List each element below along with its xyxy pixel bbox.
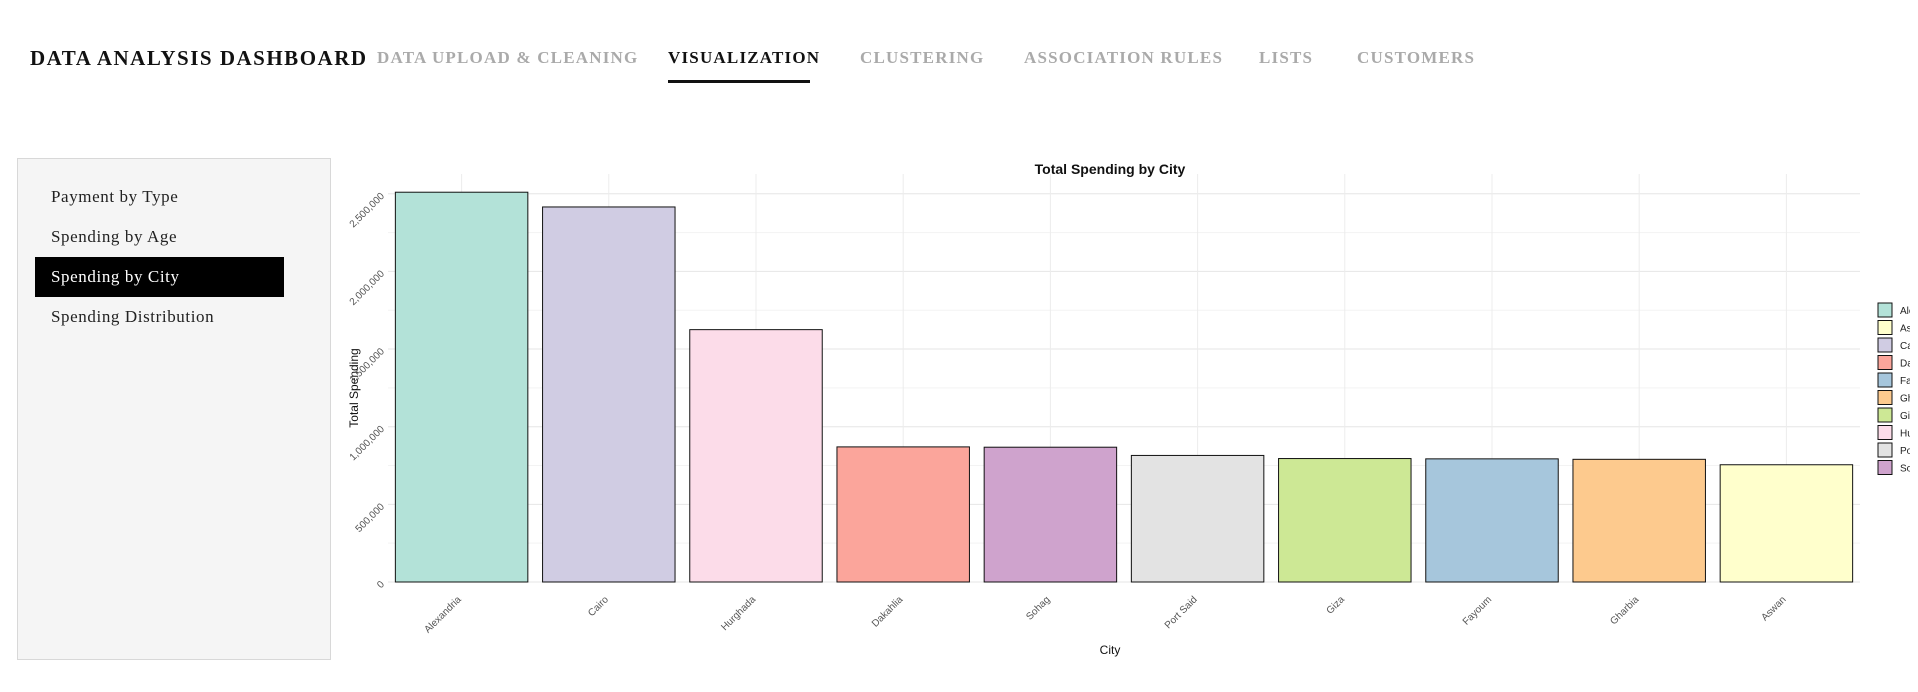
bar-hurghada: [689, 329, 823, 583]
legend-swatch-cairo: [1877, 337, 1893, 353]
tab-clustering[interactable]: CLUSTERING: [860, 48, 985, 67]
sidebar-item-spending-by-city[interactable]: Spending by City: [35, 257, 284, 297]
legend-swatch-dakahlia: [1877, 355, 1893, 370]
x-tick-label-aswan: Aswan: [1760, 594, 1789, 623]
spending-by-city-chart: Total Spending by City City Total Spendi…: [347, 161, 1910, 657]
bar-alexandria: [394, 191, 529, 583]
sidebar-panel: Payment by Type Spending by Age Spending…: [17, 158, 331, 660]
legend-swatch-sohag: [1877, 460, 1893, 475]
legend-label-giza: Giza: [1900, 411, 1910, 422]
x-tick-label-giza: Giza: [1325, 594, 1348, 617]
sidebar-item-payment-by-type[interactable]: Payment by Type: [51, 187, 179, 206]
legend-label-fayoum: Fayoum: [1900, 376, 1910, 387]
tab-customers[interactable]: CUSTOMERS: [1357, 48, 1476, 67]
bar-dakahlia: [836, 446, 970, 583]
y-tick-label: 0: [375, 579, 387, 591]
y-tick-label: 2,000,000: [348, 268, 388, 308]
y-axis-label: Total Spending: [347, 348, 361, 427]
legend-label-port-said: Port Said: [1900, 446, 1910, 457]
x-axis-label: City: [1100, 643, 1121, 657]
legend-swatch-aswan: [1877, 320, 1893, 335]
x-tick-label-hurghada: Hurghada: [719, 594, 758, 633]
x-tick-label-cairo: Cairo: [586, 594, 611, 619]
x-tick-labels: Alexandria Cairo Hurghada Dakahlia Sohag Port…: [423, 594, 1789, 636]
tab-data-upload-cleaning[interactable]: DATA UPLOAD & CLEANING: [377, 48, 639, 67]
legend: Alexandria Aswan Cairo Dakahlia Fayoum Gharbi…: [1877, 302, 1910, 475]
y-tick-label: 500,000: [354, 501, 388, 535]
tab-lists[interactable]: LISTS: [1259, 48, 1314, 67]
legend-label-sohag: Sohag: [1900, 464, 1910, 475]
legend-label-dakahlia: Dakahlia: [1900, 359, 1910, 370]
x-tick-label-gharbia: Gharbia: [1608, 594, 1641, 627]
chart-title: Total Spending by City: [1035, 161, 1186, 177]
legend-swatch-port-said: [1877, 442, 1893, 458]
legend-label-gharbia: Gharbia: [1900, 394, 1910, 405]
bar-port-said: [1130, 454, 1265, 583]
legend-swatch-hurghada: [1877, 425, 1893, 440]
sidebar-item-spending-distribution[interactable]: Spending Distribution: [51, 307, 215, 326]
bars: [394, 191, 1854, 583]
bar-fayoum: [1425, 458, 1559, 583]
x-tick-label-alexandria: Alexandria: [423, 594, 464, 635]
legend-swatch-fayoum: [1877, 372, 1893, 388]
y-tick-label: 1,000,000: [348, 424, 388, 464]
active-tab-indicator: [668, 80, 810, 83]
bar-cairo: [542, 206, 676, 583]
legend-label-cairo: Cairo: [1900, 341, 1910, 352]
legend-label-aswan: Aswan: [1900, 324, 1910, 335]
top-navbar: DATA ANALYSIS DASHBOARD DATA UPLOAD & CL…: [0, 0, 1918, 90]
legend-swatch-gharbia: [1877, 390, 1893, 405]
y-tick-label: 2,500,000: [348, 191, 388, 231]
brand-title: DATA ANALYSIS DASHBOARD: [30, 46, 368, 70]
x-tick-label-port-said: Port Said: [1163, 594, 1200, 631]
bar-gharbia: [1572, 458, 1706, 583]
x-tick-label-sohag: Sohag: [1024, 594, 1052, 622]
legend-label-hurghada: Hurghada: [1900, 429, 1910, 440]
tab-association-rules[interactable]: ASSOCIATION RULES: [1024, 48, 1224, 67]
bar-sohag: [983, 446, 1118, 583]
sidebar-item-spending-by-age[interactable]: Spending by Age: [51, 227, 178, 246]
bar-giza: [1278, 458, 1412, 583]
x-tick-label-dakahlia: Dakahlia: [870, 594, 906, 630]
tab-visualization[interactable]: VISUALIZATION: [668, 48, 821, 67]
x-tick-label-fayoum: Fayoum: [1461, 594, 1494, 627]
legend-swatch-giza: [1877, 407, 1893, 423]
bar-aswan: [1719, 464, 1854, 583]
legend-label-alexandria: Alexandria: [1900, 306, 1910, 317]
legend-swatch-alexandria: [1877, 302, 1893, 318]
